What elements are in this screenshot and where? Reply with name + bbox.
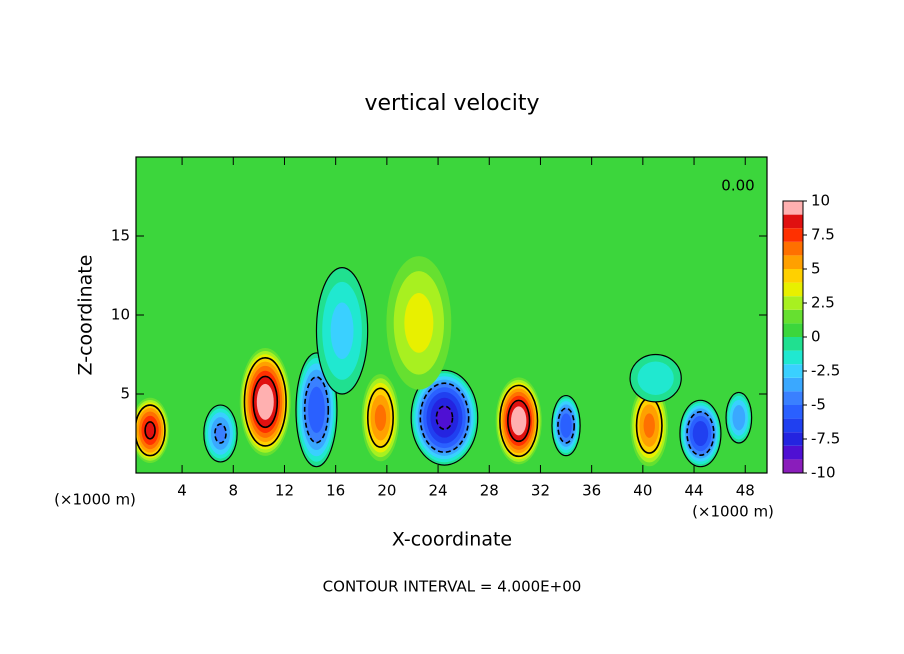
colorbar-swatch — [783, 241, 803, 256]
y-tick-label: 15 — [111, 227, 130, 245]
contour-band — [435, 405, 454, 430]
x-tick-label: 20 — [377, 482, 396, 500]
colorbar-swatch — [783, 364, 803, 378]
contour-band — [144, 421, 156, 440]
x-tick-label: 8 — [229, 482, 239, 500]
chart-title: vertical velocity — [364, 91, 539, 116]
colorbar-tick-label: -7.5 — [811, 430, 840, 448]
colorbar-swatch — [783, 323, 803, 337]
x-tick-label: 12 — [275, 482, 294, 500]
colorbar-tick-label: 10 — [811, 192, 830, 210]
colorbar-swatch — [783, 282, 803, 297]
x-tick-label: 28 — [480, 482, 499, 500]
contour-band — [560, 413, 572, 438]
colorbar-swatch — [783, 418, 803, 433]
field — [136, 256, 753, 468]
colorbar-swatch — [783, 269, 803, 283]
x-tick-label: 40 — [633, 482, 652, 500]
x-tick-label: 36 — [582, 482, 601, 500]
contour-label: 0.00 — [721, 177, 754, 195]
y-tick-label: 10 — [111, 306, 130, 324]
contour-band — [637, 361, 674, 395]
y-axis-label: Z-coordinate — [75, 255, 97, 376]
x-unit-label: (×1000 m) — [692, 503, 774, 521]
contour-band — [256, 383, 274, 420]
footer-note: CONTOUR INTERVAL = 4.000E+00 — [323, 578, 582, 596]
contour-band — [692, 420, 709, 447]
colorbar-swatch — [783, 309, 803, 324]
colorbar-tick-label: 0 — [811, 328, 821, 346]
colorbar-swatch — [783, 214, 803, 229]
colorbar-swatch — [783, 459, 803, 473]
colorbar-swatch — [783, 255, 803, 269]
contour-band — [511, 406, 527, 436]
colorbar-swatch — [783, 337, 803, 351]
contour-band — [404, 293, 434, 353]
colorbar-swatch — [783, 296, 803, 310]
x-axis-label: X-coordinate — [392, 529, 512, 551]
colorbar-tick-label: 5 — [811, 260, 821, 278]
colorbar-swatch — [783, 201, 803, 215]
colorbar-swatch — [783, 228, 803, 242]
colorbar-swatch — [783, 391, 803, 405]
colorbar-tick-label: -10 — [811, 464, 836, 482]
colorbar-tick-label: -5 — [811, 396, 826, 414]
x-tick-label: 32 — [531, 482, 550, 500]
contour-band — [308, 386, 325, 434]
y-tick-label: 5 — [120, 385, 130, 403]
contour-band — [732, 405, 746, 431]
colorbar-tick-label: 2.5 — [811, 294, 835, 312]
contour-band — [214, 423, 227, 444]
x-unit-label: (×1000 m) — [54, 491, 136, 509]
colorbar-tick-label: -2.5 — [811, 362, 840, 380]
x-tick-label: 16 — [326, 482, 345, 500]
x-tick-label: 44 — [684, 482, 703, 500]
colorbar-swatch — [783, 350, 803, 365]
colorbar-swatch — [783, 445, 803, 460]
contour-band — [330, 302, 354, 360]
contour-band — [643, 413, 655, 438]
colorbar-swatch — [783, 432, 803, 446]
x-tick-label: 4 — [177, 482, 187, 500]
x-tick-label: 24 — [429, 482, 448, 500]
colorbar-swatch — [783, 405, 803, 419]
colorbar-swatch — [783, 377, 803, 392]
x-tick-label: 48 — [736, 482, 755, 500]
contour-band — [374, 404, 387, 431]
colorbar-tick-label: 7.5 — [811, 226, 835, 244]
